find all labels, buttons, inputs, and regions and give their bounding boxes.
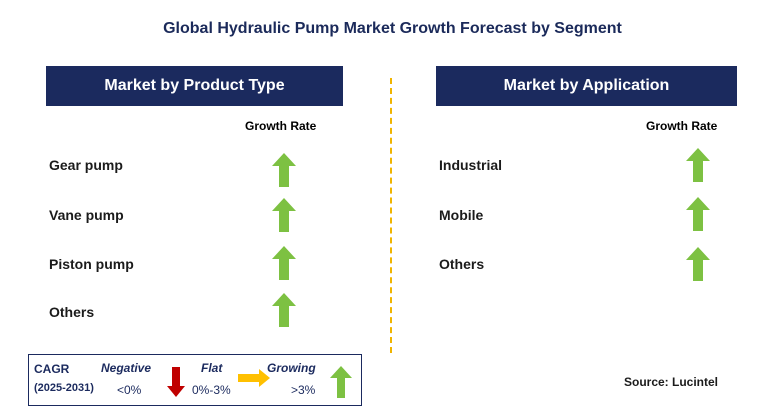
up-arrow-icon — [272, 198, 296, 232]
right-arrow-icon — [238, 369, 270, 387]
up-arrow-icon — [272, 293, 296, 327]
up-arrow-icon — [686, 247, 710, 281]
up-arrow-icon — [330, 366, 352, 398]
growth-rate-label-left: Growth Rate — [245, 119, 317, 133]
row-label-mobile: Mobile — [439, 207, 484, 223]
panel-header-product-type: Market by Product Type — [46, 66, 343, 106]
row-label-others-left: Others — [49, 304, 95, 320]
row-label-piston-pump: Piston pump — [49, 256, 134, 272]
down-arrow-icon — [167, 367, 185, 397]
legend-flat-range: 0%-3% — [192, 383, 231, 397]
legend-growing-range: >3% — [291, 383, 316, 397]
source-label: Source: Lucintel — [624, 375, 719, 389]
legend-period: (2025-2031) — [34, 382, 94, 394]
row-label-vane-pump: Vane pump — [49, 207, 124, 223]
up-arrow-icon — [272, 153, 296, 187]
chart-title: Global Hydraulic Pump Market Growth Fore… — [163, 20, 622, 37]
row-label-industrial: Industrial — [439, 157, 503, 173]
legend-flat-label: Flat — [201, 361, 223, 375]
legend-negative-range: <0% — [117, 383, 142, 397]
panel-divider — [390, 78, 392, 353]
legend-growing-label: Growing — [267, 361, 316, 375]
row-label-others-right: Others — [439, 256, 485, 272]
up-arrow-icon — [686, 197, 710, 231]
legend-cagr-label: CAGR — [34, 362, 70, 376]
cagr-legend: CAGR (2025-2031) Negative <0% Flat 0%-3%… — [28, 354, 362, 406]
row-label-gear-pump: Gear pump — [49, 157, 123, 173]
growth-rate-label-right: Growth Rate — [646, 119, 718, 133]
up-arrow-icon — [686, 148, 710, 182]
panel-header-application: Market by Application — [436, 66, 737, 106]
legend-negative-label: Negative — [101, 361, 152, 375]
up-arrow-icon — [272, 246, 296, 280]
